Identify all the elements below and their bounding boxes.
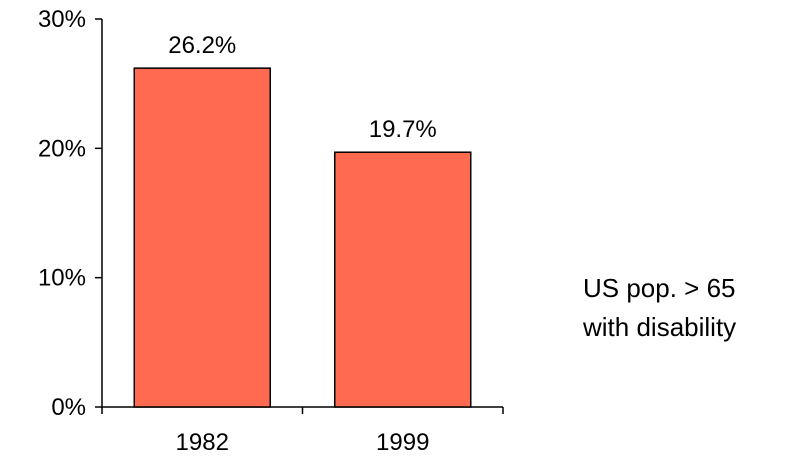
annotation-line-2: with disability [582, 312, 736, 342]
chart-annotation: US pop. > 65 with disability [582, 273, 736, 342]
bars: 26.2% 19.7% [133, 32, 472, 408]
bar [133, 67, 271, 408]
bar-value-label: 19.7% [369, 116, 437, 143]
bar [334, 151, 472, 408]
y-ticks: 0% 10% 20% 30% [38, 6, 102, 421]
x-tick-label: 1999 [376, 429, 429, 456]
y-tick-label: 10% [38, 265, 86, 292]
y-tick-label: 20% [38, 135, 86, 162]
y-tick-label: 30% [38, 6, 86, 33]
bar-value-label: 26.2% [168, 32, 236, 59]
x-ticks: 1982 1999 [101, 407, 504, 456]
annotation-line-1: US pop. > 65 [583, 273, 736, 303]
y-tick-label: 0% [51, 394, 86, 421]
x-tick-label: 1982 [176, 429, 229, 456]
